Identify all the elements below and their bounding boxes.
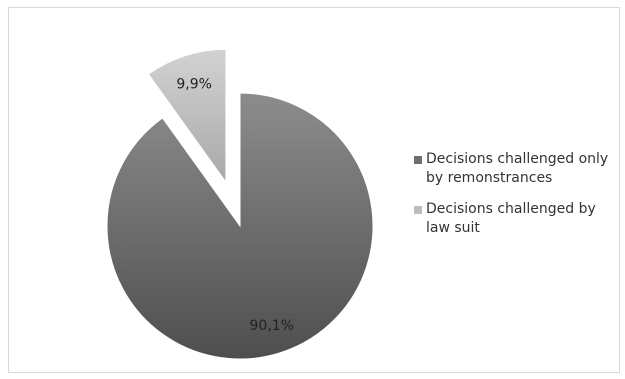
legend-item-remonstrances: Decisions challenged only by remonstranc… bbox=[412, 150, 622, 188]
slice-remonstrances bbox=[106, 92, 374, 360]
data-label-law-suit: 9,9% bbox=[176, 76, 212, 92]
slice-law-suit bbox=[147, 48, 227, 184]
legend: Decisions challenged only by remonstranc… bbox=[412, 150, 622, 250]
legend-item-law-suit: Decisions challenged by law suit bbox=[412, 200, 622, 238]
legend-swatch-remonstrances bbox=[414, 156, 422, 164]
legend-label-remonstrances: Decisions challenged only by remonstranc… bbox=[426, 151, 609, 186]
data-label-remonstrances: 90,1% bbox=[250, 318, 294, 334]
legend-swatch-law-suit bbox=[414, 206, 422, 214]
legend-label-law-suit: Decisions challenged by law suit bbox=[426, 201, 596, 236]
